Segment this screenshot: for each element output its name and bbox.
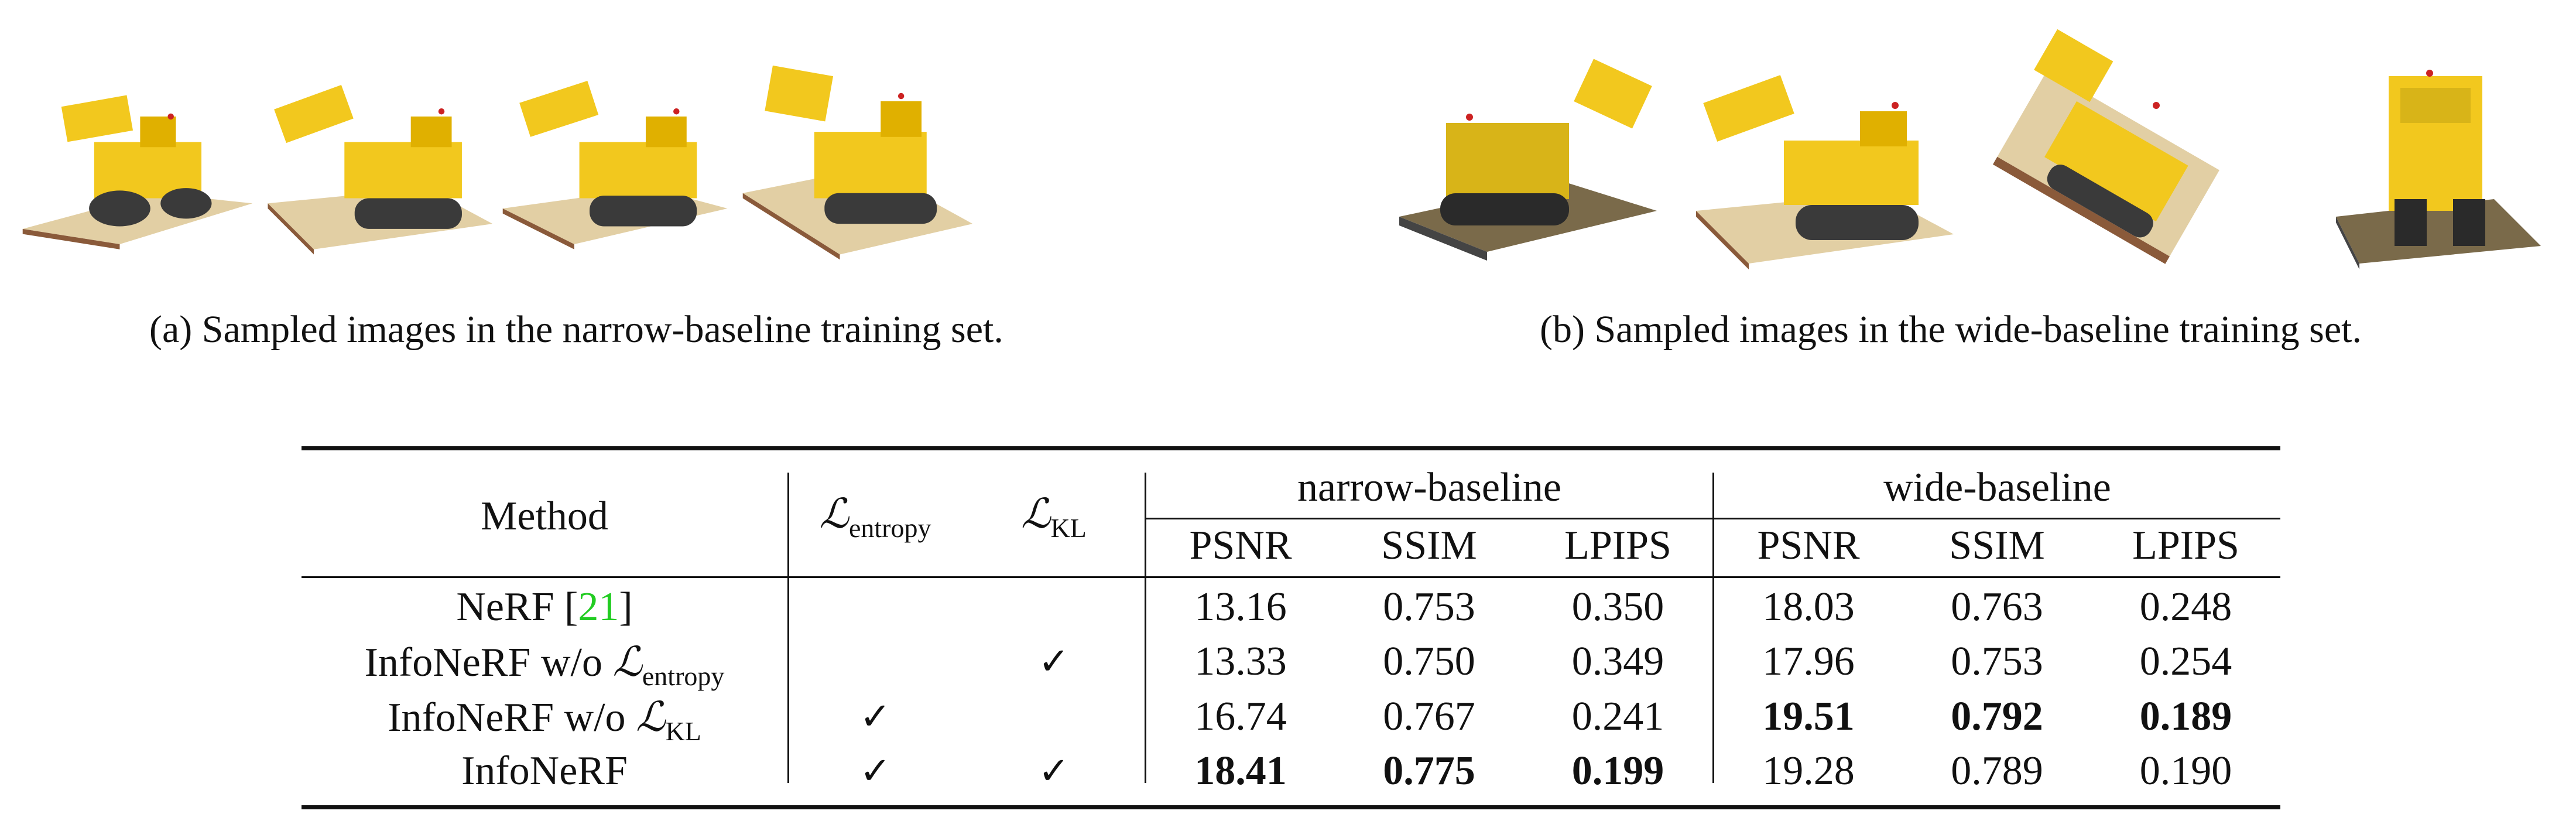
- value-cell-best: 0.189: [2139, 694, 2232, 739]
- narrow-sample-image-2: [258, 23, 498, 281]
- table-divider: [1145, 473, 1146, 783]
- value-cell: 19.28: [1762, 748, 1855, 794]
- value-cell: 18.03: [1762, 584, 1855, 630]
- caption-narrow-baseline: (a) Sampled images in the narrow-baselin…: [149, 308, 1003, 351]
- loss-subscript: KL: [1050, 513, 1087, 543]
- table-top-rule: [302, 446, 2280, 450]
- narrow-sample-image-1: [18, 23, 258, 281]
- loss-subscript: KL: [665, 716, 701, 746]
- header-metric: LPIPS: [1564, 523, 1671, 568]
- wide-baseline-images: [1388, 23, 2553, 281]
- value-cell: 0.350: [1571, 584, 1664, 630]
- row-method: InfoNeRF w/o ℒentropy: [302, 641, 787, 690]
- value-cell: 0.753: [1383, 584, 1475, 630]
- method-name: NeRF [: [456, 584, 578, 630]
- check-mark: ✓: [859, 695, 891, 738]
- loss-symbol: ℒ: [1021, 490, 1051, 538]
- wide-sample-image-4: [2277, 23, 2553, 281]
- loss-subscript: entropy: [848, 513, 931, 543]
- method-name: InfoNeRF w/o: [388, 695, 636, 740]
- citation-link[interactable]: 21: [578, 584, 619, 630]
- method-name: InfoNeRF w/o: [364, 640, 613, 685]
- wide-sample-image-3: [1981, 23, 2256, 281]
- value-cell: 13.33: [1194, 639, 1287, 684]
- value-cell-best: 18.41: [1194, 748, 1287, 794]
- value-cell: 13.16: [1194, 584, 1287, 630]
- value-cell-best: 0.775: [1383, 748, 1475, 794]
- loss-subscript: entropy: [642, 661, 725, 691]
- value-cell: 0.190: [2139, 748, 2232, 794]
- loss-symbol: ℒ: [612, 638, 642, 686]
- header-method: Method: [481, 494, 608, 539]
- check-mark: ✓: [1038, 640, 1070, 683]
- value-cell: 0.241: [1571, 694, 1664, 739]
- method-suffix: ]: [619, 584, 633, 630]
- value-cell: 0.753: [1951, 639, 2043, 684]
- header-metric: SSIM: [1949, 523, 2045, 568]
- row-method: InfoNeRF w/o ℒKL: [302, 696, 787, 745]
- wide-sample-image-2: [1684, 23, 1960, 281]
- check-mark: ✓: [859, 750, 891, 793]
- value-cell: 0.789: [1951, 748, 2043, 794]
- value-cell-best: 0.792: [1951, 694, 2043, 739]
- table-divider: [787, 473, 789, 783]
- wide-sample-image-1: [1388, 23, 1663, 281]
- header-metric: SSIM: [1381, 523, 1477, 568]
- narrow-sample-image-3: [498, 23, 738, 281]
- value-cell: 0.349: [1571, 639, 1664, 684]
- header-kl-loss: ℒKL: [963, 493, 1145, 542]
- narrow-group-rule: [1146, 518, 1712, 519]
- value-cell: 0.750: [1383, 639, 1475, 684]
- narrow-baseline-images: [18, 23, 978, 281]
- narrow-sample-image-4: [738, 23, 978, 281]
- header-narrow-baseline: narrow-baseline: [1297, 465, 1561, 510]
- header-metric: PSNR: [1757, 523, 1860, 568]
- row-method: NeRF [21]: [302, 587, 787, 628]
- header-metric: PSNR: [1189, 523, 1292, 568]
- table-divider: [1712, 473, 1714, 783]
- value-cell: 17.96: [1762, 639, 1855, 684]
- table-header-rule: [302, 576, 2280, 578]
- wide-group-rule: [1714, 518, 2280, 519]
- value-cell: 0.248: [2139, 584, 2232, 630]
- value-cell: 16.74: [1194, 694, 1287, 739]
- value-cell: 0.767: [1383, 694, 1475, 739]
- header-wide-baseline: wide-baseline: [1883, 465, 2111, 510]
- caption-wide-baseline: (b) Sampled images in the wide-baseline …: [1540, 308, 2362, 351]
- header-entropy-loss: ℒentropy: [787, 493, 963, 542]
- value-cell-best: 0.199: [1571, 748, 1664, 794]
- loss-symbol: ℒ: [636, 693, 666, 741]
- value-cell-best: 19.51: [1762, 694, 1855, 739]
- loss-symbol: ℒ: [819, 490, 849, 538]
- value-cell: 0.254: [2139, 639, 2232, 684]
- row-method: InfoNeRF: [461, 748, 628, 794]
- table-bottom-rule: [302, 805, 2280, 809]
- results-table: Method ℒentropy ℒKL narrow-baseline wide…: [302, 446, 2280, 809]
- check-mark: ✓: [1038, 750, 1070, 793]
- header-metric: LPIPS: [2132, 523, 2239, 568]
- value-cell: 0.763: [1951, 584, 2043, 630]
